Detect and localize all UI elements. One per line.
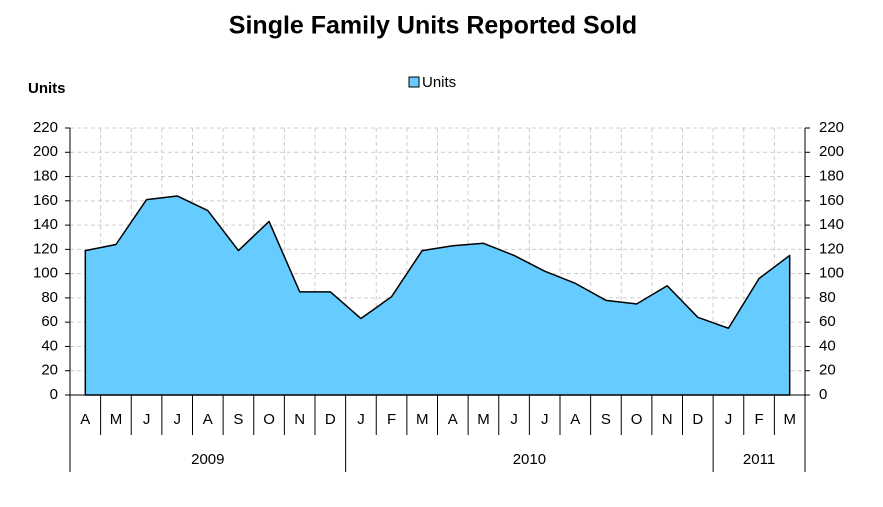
- y-tick-label: 80: [41, 289, 58, 306]
- x-tick-label: A: [570, 411, 580, 428]
- y-axis-label: Units: [28, 80, 66, 97]
- x-tick-label: J: [357, 411, 365, 428]
- y2-tick-label: 200: [819, 143, 844, 160]
- x-tick-label: D: [325, 411, 336, 428]
- x-tick-label: J: [143, 411, 151, 428]
- y2-tick-label: 160: [819, 192, 844, 209]
- y-tick-label: 60: [41, 313, 58, 330]
- x-tick-label: S: [601, 411, 611, 428]
- y-tick-label: 40: [41, 337, 58, 354]
- x-tick-label: J: [173, 411, 181, 428]
- x-tick-label: S: [233, 411, 243, 428]
- x-group-label: 2011: [743, 451, 775, 468]
- chart-title: Single Family Units Reported Sold: [229, 12, 637, 40]
- y-tick-label: 220: [33, 119, 58, 136]
- y2-tick-label: 100: [819, 265, 844, 282]
- x-tick-label: A: [80, 411, 90, 428]
- x-tick-label: M: [477, 411, 490, 428]
- legend-swatch: [408, 76, 420, 88]
- y2-tick-label: 80: [819, 289, 836, 306]
- x-tick-label: N: [662, 411, 673, 428]
- y2-tick-label: 0: [819, 386, 827, 403]
- y-tick-label: 0: [50, 386, 58, 403]
- x-tick-label: A: [203, 411, 213, 428]
- x-tick-label: F: [387, 411, 396, 428]
- y-tick-label: 200: [33, 143, 58, 160]
- x-tick-label: O: [631, 411, 643, 428]
- x-tick-label: M: [783, 411, 796, 428]
- y2-tick-label: 140: [819, 216, 844, 233]
- y2-tick-label: 60: [819, 313, 836, 330]
- x-tick-label: M: [416, 411, 429, 428]
- x-tick-label: J: [541, 411, 549, 428]
- y-tick-label: 140: [33, 216, 58, 233]
- y2-tick-label: 40: [819, 337, 836, 354]
- x-tick-label: F: [754, 411, 763, 428]
- x-tick-label: N: [294, 411, 305, 428]
- y-tick-label: 120: [33, 240, 58, 257]
- y2-tick-label: 20: [819, 362, 836, 379]
- x-tick-label: M: [110, 411, 123, 428]
- y-tick-label: 100: [33, 265, 58, 282]
- x-tick-label: D: [692, 411, 703, 428]
- area: [84, 195, 791, 396]
- y-tick-label: 160: [33, 192, 58, 209]
- x-group-label: 2010: [513, 451, 546, 468]
- y-tick-label: 180: [33, 168, 58, 185]
- y-tick-label: 20: [41, 362, 58, 379]
- y2-tick-label: 180: [819, 168, 844, 185]
- x-group-label: 2009: [191, 451, 224, 468]
- x-tick-label: J: [510, 411, 518, 428]
- x-tick-label: A: [448, 411, 458, 428]
- legend-label: Units: [422, 74, 456, 91]
- x-tick-label: J: [725, 411, 733, 428]
- x-tick-label: O: [263, 411, 275, 428]
- y2-tick-label: 120: [819, 240, 844, 257]
- y2-tick-label: 220: [819, 119, 844, 136]
